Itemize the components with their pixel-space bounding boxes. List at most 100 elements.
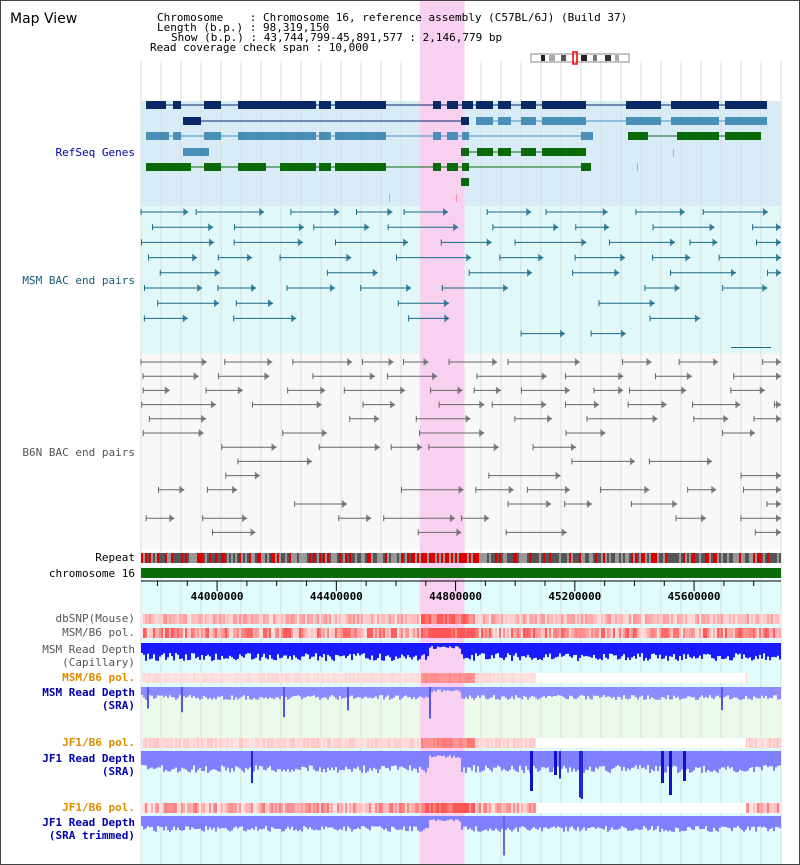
repeat-block [727,553,729,563]
repeat-block [769,553,771,563]
jf1-b6-pol-2-cell [321,803,323,813]
jf1-b6-pol-cell [507,738,509,748]
jf1-b6-pol-cell [457,738,459,748]
jf1-trim-depth-bar [717,816,719,832]
jf1-trim-depth-bar [711,816,713,832]
dbsnp-cell [747,614,749,624]
repeat-block [765,553,767,563]
jf1-b6-pol-cell [501,738,503,748]
repeat-block [563,553,565,563]
repeat-block [625,553,627,563]
repeat-block [379,553,381,563]
msm-b6-pol-cell [231,628,233,638]
msm-capillary-depth-bar [513,643,515,656]
repeat-block [667,553,669,563]
jf1-b6-pol-2-cell [523,803,525,813]
jf1-sra-depth-bar [607,751,609,772]
msm-sra-depth-bar [475,687,477,699]
dbsnp-cell [331,614,333,624]
jf1-b6-pol-cell [249,738,251,748]
dbsnp-cell [673,614,675,624]
jf1-trim-depth-bar [633,816,635,830]
jf1-trim-depth-bar [707,816,709,832]
jf1-trim-depth-bar [187,816,189,827]
msm-b6-pol-sra-cell [479,673,481,683]
msm-b6-pol-sra-cell [163,673,165,683]
jf1-sra-depth-bar [509,751,511,770]
repeat-block [671,553,673,563]
dbsnp-cell [185,614,187,624]
jf1-sra-depth-bar [445,751,447,758]
track-label-msm-depth-sra-1[interactable]: MSM Read Depth [42,686,135,699]
jf1-b6-pol-cell [283,738,285,748]
jf1-b6-pol-cell [459,738,461,748]
dbsnp-cell [309,614,311,624]
msm-b6-pol-sra-cell [369,673,371,683]
msm-b6-pol-cell [349,628,351,638]
track-label-jf1-trim-1[interactable]: JF1 Read Depth [42,816,135,829]
msm-b6-pol-cell [191,628,193,638]
msm-b6-pol-sra-cell [141,673,143,683]
jf1-b6-pol-2-cell [421,803,423,813]
jf1-b6-pol-2-cell [779,803,781,813]
jf1-b6-pol-2-cell [383,803,385,813]
jf1-b6-pol-2-cell [333,803,335,813]
jf1-sra-depth-bar [361,751,363,773]
gene-exon-block [433,163,441,171]
msm-capillary-depth-bar [581,643,583,655]
msm-capillary-depth-bar [741,643,743,659]
msm-capillary-depth-bar [509,643,511,656]
track-label-jf1-b6-pol-2[interactable]: JF1/B6 pol. [62,801,135,814]
jf1-b6-pol-2-cell [251,803,253,813]
msm-b6-pol-sra-cell [357,673,359,683]
msm-capillary-depth-bar [395,643,397,657]
dbsnp-cell [219,614,221,624]
jf1-b6-pol-2-cell [301,803,303,813]
msm-b6-pol-sra-cell [463,673,465,683]
jf1-sra-depth-bar [255,751,257,766]
jf1-sra-depth-bar [411,751,413,771]
track-label-msm-depth-capillary-1[interactable]: MSM Read Depth [42,643,135,656]
jf1-b6-pol-2-cell [447,803,449,813]
jf1-sra-depth-bar [615,751,617,767]
track-label-msm-b6-pol-sra[interactable]: MSM/B6 pol. [62,671,135,684]
msm-capillary-depth-bar [237,643,239,659]
msm-sra-depth-bar [433,687,435,691]
repeat-block [695,553,697,563]
msm-b6-pol-sra-cell [225,673,227,683]
repeat-block [403,553,405,563]
dbsnp-cell [345,614,347,624]
msm-b6-pol-cell [567,628,569,638]
track-label-refseq[interactable]: RefSeq Genes [55,146,135,159]
repeat-block [183,553,185,563]
jf1-sra-depth-bar [595,751,597,768]
track-label-jf1-depth-1[interactable]: JF1 Read Depth [42,752,135,765]
track-label-dbsnp[interactable]: dbSNP(Mouse) [55,612,135,625]
msm-b6-pol-cell [383,628,385,638]
track-label-msm-bac[interactable]: MSM BAC end pairs [22,274,135,287]
jf1-sra-depth-bar [335,751,337,768]
repeat-block [153,553,155,563]
jf1-trim-depth-bar [301,816,303,832]
repeat-block [309,553,311,563]
track-label-jf1-b6-pol[interactable]: JF1/B6 pol. [62,736,135,749]
msm-b6-pol-sra-cell [333,673,335,683]
msm-capillary-depth-bar [621,643,623,657]
jf1-trim-depth-bar [169,816,171,832]
msm-capillary-depth-bar [625,643,627,661]
msm-sra-depth-bar [223,687,225,700]
msm-bac-arrow [620,329,626,338]
msm-b6-pol-cell [735,628,737,638]
track-label-msm-b6-pol[interactable]: MSM/B6 pol. [62,626,135,639]
b6n-bac-arrow [776,500,781,508]
msm-sra-depth-bar [527,687,529,700]
msm-sra-depth-bar [755,687,757,698]
msm-b6-pol-sra-cell [167,673,169,683]
track-label-b6n-bac[interactable]: B6N BAC end pairs [22,446,135,459]
jf1-sra-depth-bar [341,751,343,770]
msm-sra-depth-bar [695,687,697,700]
jf1-sra-depth-bar [503,751,505,769]
repeat-block [367,553,369,563]
repeat-block [381,553,383,563]
msm-sra-depth-bar [679,687,681,700]
